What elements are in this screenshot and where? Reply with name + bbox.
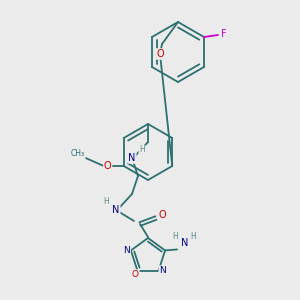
Text: H: H bbox=[172, 232, 178, 241]
Text: O: O bbox=[104, 161, 112, 171]
Text: H: H bbox=[190, 232, 196, 241]
Text: F: F bbox=[221, 29, 227, 39]
Text: H: H bbox=[103, 197, 109, 206]
Text: CH₃: CH₃ bbox=[71, 149, 85, 158]
Text: O: O bbox=[156, 49, 164, 59]
Text: N: N bbox=[159, 266, 166, 275]
Text: N: N bbox=[112, 205, 120, 215]
Text: N: N bbox=[182, 238, 189, 248]
Text: N: N bbox=[128, 153, 136, 163]
Text: O: O bbox=[158, 210, 166, 220]
Text: N: N bbox=[124, 246, 130, 255]
Text: O: O bbox=[132, 270, 139, 279]
Text: H: H bbox=[139, 146, 145, 154]
